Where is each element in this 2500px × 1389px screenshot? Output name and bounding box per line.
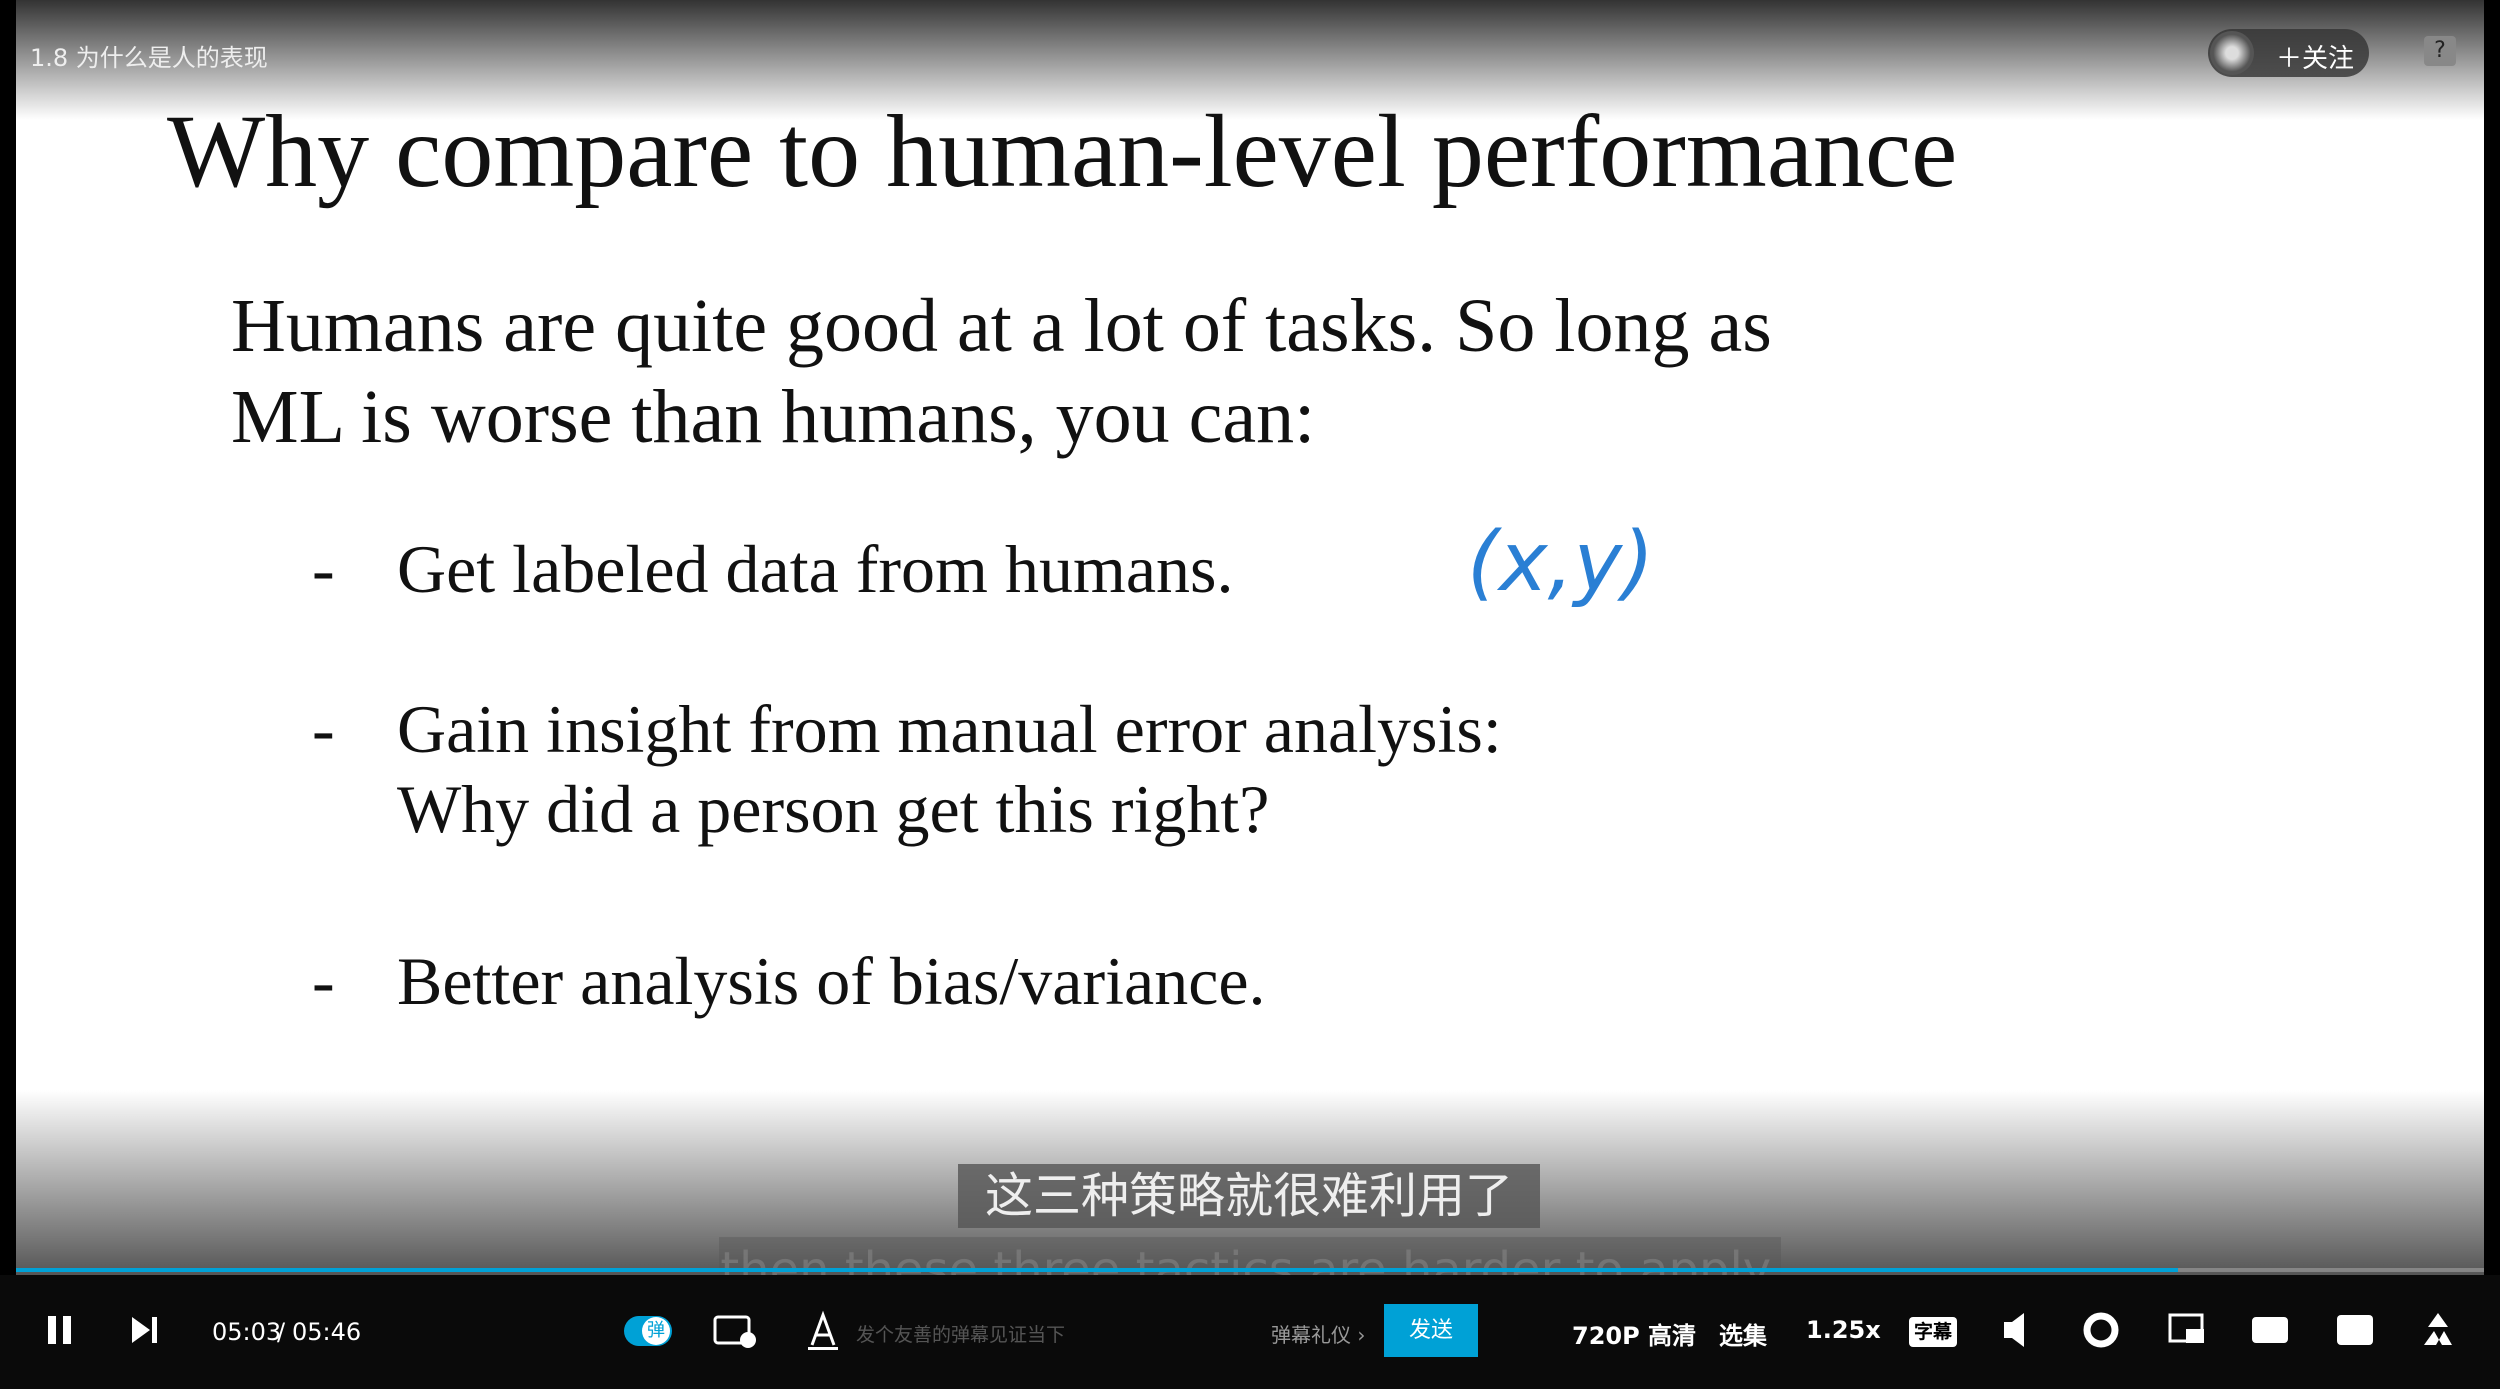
bullet-marker: - [312, 531, 335, 607]
bullet-text: Why did a person get this right? [397, 771, 1270, 847]
next-icon[interactable] [132, 1317, 150, 1343]
video-title: 1.8 为什么是人的表现 [30, 44, 268, 72]
follow-label: ＋关注 [2276, 44, 2355, 74]
danmaku-toggle-label: 弹 [642, 1317, 670, 1345]
bullet-text: Gain insight from manual error analysis: [397, 691, 1502, 767]
slide-title: Why compare to human-level performance [167, 94, 1958, 209]
bullet-text: Better analysis of bias/variance. [397, 943, 1266, 1019]
subtitle-button[interactable]: 字幕 [1909, 1317, 1957, 1347]
handwritten-annotation: (x,y) [1467, 515, 1655, 610]
bullet-marker: - [312, 943, 335, 1019]
quality-button[interactable]: 720P 高清 [1572, 1322, 1697, 1350]
etiquette-text: 弹幕礼仪 [1271, 1323, 1351, 1347]
speed-button[interactable]: 1.25x [1806, 1316, 1881, 1344]
avatar [2210, 31, 2254, 75]
episodes-button[interactable]: 选集 [1719, 1322, 1767, 1350]
time-total: 05:46 [292, 1318, 362, 1346]
follow-button[interactable]: ＋关注 [2208, 29, 2369, 77]
volume-icon[interactable] [2004, 1313, 2024, 1347]
top-shade [16, 0, 2484, 120]
widescreen-icon[interactable] [2252, 1317, 2288, 1343]
send-button[interactable]: 发送 [1384, 1304, 1478, 1357]
time-current: 05:03 [212, 1318, 282, 1346]
help-icon[interactable]: ? [2424, 36, 2456, 66]
settings-icon[interactable] [2083, 1312, 2119, 1348]
subtitle-zh: 这三种策略就很难利用了 [958, 1164, 1540, 1228]
time-separator: / [277, 1318, 286, 1346]
control-icons [48, 1310, 2452, 1350]
pause-icon[interactable] [63, 1316, 71, 1344]
danmaku-etiquette[interactable]: 弹幕礼仪 › [1271, 1323, 1366, 1347]
bullet-marker: - [312, 691, 335, 767]
follow-text: 关注 [2302, 44, 2355, 74]
danmaku-style-icon[interactable] [810, 1310, 836, 1346]
progress-played [16, 1268, 2178, 1272]
paragraph-line: Humans are quite good at a lot of tasks.… [231, 284, 1772, 368]
fullscreen-icon[interactable] [2424, 1313, 2452, 1345]
pause-icon[interactable] [48, 1316, 56, 1344]
danmaku-settings-icon[interactable] [713, 1315, 751, 1345]
paragraph-line: ML is worse than humans, you can: [231, 375, 1316, 459]
webfull-icon[interactable] [2337, 1315, 2373, 1345]
danmaku-toggle[interactable]: 弹 [624, 1316, 672, 1346]
bullet-text: Get labeled data from humans. [397, 531, 1234, 607]
control-bar [0, 1275, 2500, 1389]
video-frame [16, 0, 2484, 1275]
danmaku-input[interactable]: 发个友善的弹幕见证当下 [856, 1324, 1066, 1346]
